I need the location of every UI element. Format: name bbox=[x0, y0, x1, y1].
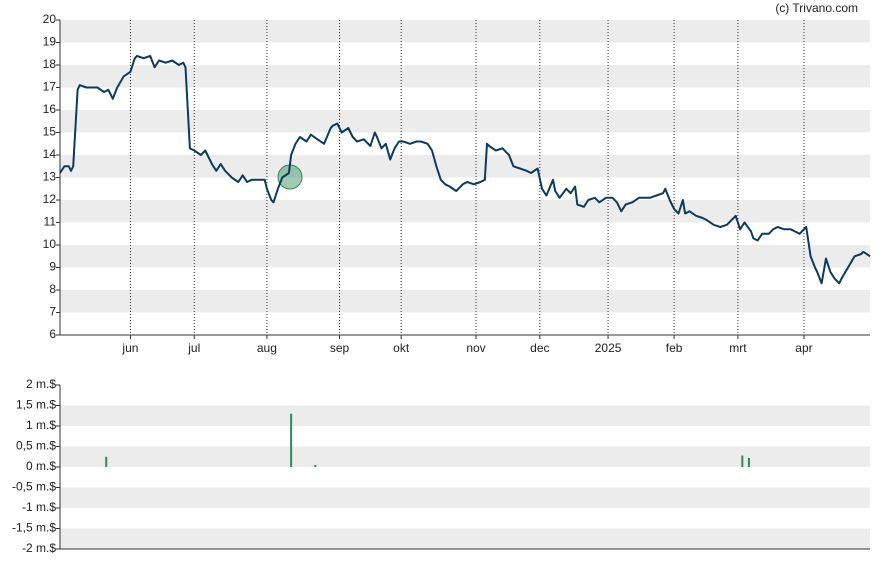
y-tick-label: 14 bbox=[43, 147, 57, 161]
y-tick-label: 1,5 m.$ bbox=[16, 398, 56, 412]
y-tick-label: 19 bbox=[43, 35, 57, 49]
x-tick-label: jul bbox=[187, 341, 200, 355]
credit: (c) Trivano.com bbox=[775, 1, 858, 15]
y-tick-label: 2 m.$ bbox=[26, 377, 56, 391]
y-tick-label: 18 bbox=[43, 57, 57, 71]
price-line bbox=[59, 55, 871, 285]
volume-bar bbox=[741, 455, 744, 467]
grid-band bbox=[60, 200, 870, 223]
y-tick-label: 0 m.$ bbox=[26, 459, 56, 473]
y-tick-label: 16 bbox=[43, 102, 57, 116]
grid-band bbox=[60, 155, 870, 178]
y-tick-label: 12 bbox=[43, 192, 57, 206]
y-tick-label: 1 m.$ bbox=[26, 418, 56, 432]
y-tick-label: 15 bbox=[43, 125, 57, 139]
y-tick-label: 13 bbox=[43, 170, 57, 184]
y-tick-label: -2 m.$ bbox=[22, 541, 56, 555]
x-tick-label: aug bbox=[257, 341, 277, 355]
x-tick-label: apr bbox=[795, 341, 812, 355]
y-tick-label: -1,5 m.$ bbox=[12, 521, 56, 535]
y-tick-label: 9 bbox=[49, 260, 56, 274]
x-tick-label: jun bbox=[121, 341, 138, 355]
y-tick-label: 20 bbox=[43, 12, 57, 26]
volume-bar bbox=[314, 464, 317, 467]
grid-band bbox=[60, 110, 870, 133]
volume-bar bbox=[105, 456, 108, 467]
y-tick-label: 8 bbox=[49, 282, 56, 296]
y-tick-label: 11 bbox=[44, 215, 57, 229]
y-tick-label: 7 bbox=[49, 305, 56, 319]
x-tick-label: okt bbox=[393, 341, 410, 355]
y-tick-label: 17 bbox=[43, 80, 57, 94]
volume-bar bbox=[747, 457, 750, 467]
grid-band bbox=[60, 487, 870, 508]
grid-band bbox=[60, 20, 870, 43]
grid-band bbox=[60, 65, 870, 88]
x-tick-label: nov bbox=[466, 341, 485, 355]
grid-band bbox=[60, 528, 870, 549]
x-tick-label: mrt bbox=[729, 341, 747, 355]
grid-band bbox=[60, 245, 870, 268]
y-tick-label: 6 bbox=[49, 327, 56, 341]
y-tick-label: 10 bbox=[43, 237, 57, 251]
grid-band bbox=[60, 405, 870, 426]
y-tick-label: -1 m.$ bbox=[22, 500, 56, 514]
y-tick-label: -0,5 m.$ bbox=[12, 480, 56, 494]
x-tick-label: sep bbox=[330, 341, 350, 355]
grid-band bbox=[60, 446, 870, 467]
x-tick-label: 2025 bbox=[595, 341, 622, 355]
x-tick-label: dec bbox=[530, 341, 549, 355]
grid-band bbox=[60, 290, 870, 313]
x-tick-label: feb bbox=[666, 341, 683, 355]
y-tick-label: 0,5 m.$ bbox=[16, 439, 56, 453]
volume-bar bbox=[290, 413, 293, 467]
